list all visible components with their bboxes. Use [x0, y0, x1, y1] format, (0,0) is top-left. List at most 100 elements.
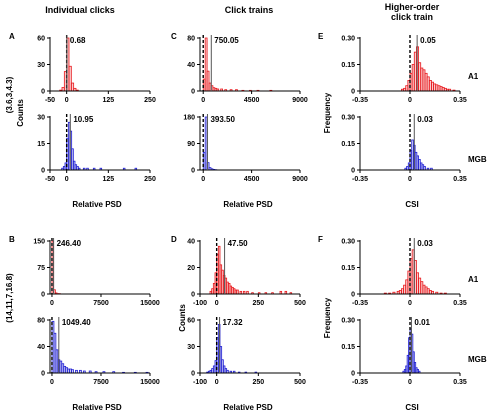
median-annotation: 0.01 — [414, 318, 430, 327]
y-tick-label: 30 — [187, 344, 195, 351]
x-tick-label: 250 — [252, 379, 264, 386]
y-tick-label: 60 — [37, 36, 45, 43]
y-tick-label: 75 — [37, 265, 45, 272]
y-tick-label: 0 — [41, 89, 45, 96]
bar — [204, 116, 208, 171]
x-tick-label: 9000 — [292, 176, 308, 183]
y-tick-label: 0 — [191, 168, 195, 175]
x-tick-label: 500 — [294, 379, 306, 386]
panel-e-top: 00.150.30-0.35 0 0.350.05 — [341, 35, 467, 104]
column-title-higher-order-line1: Higher-order — [385, 2, 440, 12]
y-label-d: Counts — [178, 304, 187, 332]
panel-letter-c: C — [171, 32, 177, 41]
column-title-click-trains: Click trains — [225, 5, 274, 15]
y-tick-label: 0.15 — [341, 141, 355, 148]
y-tick-label: 0 — [351, 371, 355, 378]
x-tick-label: -0.35 — [352, 97, 368, 104]
x-tick-label: 0.35 — [453, 379, 467, 386]
bar — [236, 289, 239, 295]
y-tick-label: 0 — [41, 292, 45, 299]
x-tick-label: 125 — [102, 97, 114, 104]
panel-letter-a: A — [9, 32, 15, 41]
x-tick-label: 0 — [65, 97, 69, 104]
area-label-mgb-bottom: MGB — [468, 355, 487, 364]
row-label-top: (3.6,3,4.3) — [5, 76, 14, 113]
panel-letter-b: B — [9, 235, 15, 244]
y-tick-label: 150 — [33, 239, 45, 246]
x-tick-label: 15000 — [140, 379, 160, 386]
x-tick-label: 9000 — [292, 97, 308, 104]
x-tick-label: -100 — [193, 300, 207, 307]
y-tick-label: 40 — [187, 239, 195, 246]
area-label-a1-top: A1 — [468, 72, 479, 81]
x-label-a: Relative PSD — [72, 200, 122, 209]
panel-c-bottom: 0 90 180 0 4500 9000 393.50 — [183, 114, 308, 183]
x-label-f: CSI — [405, 403, 418, 412]
x-label-b: Relative PSD — [72, 403, 122, 412]
x-tick-label: 0 — [201, 97, 205, 104]
median-annotation: 0.05 — [420, 36, 436, 45]
x-tick-label: 0 — [215, 300, 219, 307]
row-label-bottom: (14,11,7,16.8) — [5, 273, 14, 323]
y-tick-label: 15 — [37, 141, 45, 148]
area-label-mgb-top: MGB — [468, 155, 487, 164]
median-annotation: 10.95 — [73, 115, 94, 124]
y-tick-label: 30 — [37, 115, 45, 122]
y-tick-label: 0.30 — [341, 115, 355, 122]
median-annotation: 393.50 — [210, 115, 235, 124]
y-tick-label: 40 — [187, 62, 195, 69]
x-tick-label: 500 — [294, 300, 306, 307]
x-tick-label: 7500 — [93, 300, 109, 307]
x-tick-label: 0 — [408, 300, 412, 307]
y-tick-label: 0 — [41, 168, 45, 175]
y-tick-label: 40 — [37, 344, 45, 351]
column-title-higher-order-line2: click train — [391, 12, 433, 22]
x-tick-label: 0 — [408, 379, 412, 386]
x-tick-label: 4500 — [244, 176, 260, 183]
median-annotation: 246.40 — [57, 239, 82, 248]
x-tick-label: -0.35 — [352, 379, 368, 386]
x-tick-label: 4500 — [244, 97, 260, 104]
panel-b-bottom: 0 40 80 0 7500 15000 1049.40 — [37, 317, 160, 386]
x-tick-label: -50 — [45, 176, 55, 183]
panel-f-bottom: 00.150.30-0.35 0 0.350.01 — [341, 317, 467, 386]
y-tick-label: 30 — [37, 62, 45, 69]
y-label-f: Frequency — [323, 297, 332, 338]
x-tick-label: 0 — [50, 379, 54, 386]
y-tick-label: 0.30 — [341, 239, 355, 246]
x-tick-label: -100 — [193, 379, 207, 386]
median-annotation: 750.05 — [214, 36, 239, 45]
panel-e-bottom: 00.150.30-0.35 0 0.350.03 — [341, 114, 467, 183]
column-title-individual-clicks: Individual clicks — [45, 5, 115, 15]
y-tick-label: 0.15 — [341, 265, 355, 272]
y-tick-label: 80 — [37, 318, 45, 325]
y-tick-label: 0 — [351, 168, 355, 175]
area-label-a1-bottom: A1 — [468, 275, 479, 284]
x-tick-label: 0 — [50, 300, 54, 307]
median-annotation: 47.50 — [228, 239, 249, 248]
bar — [423, 166, 426, 171]
median-annotation: 1049.40 — [62, 318, 91, 327]
x-label-e: CSI — [405, 200, 418, 209]
x-tick-label: 15000 — [140, 300, 160, 307]
y-tick-label: 0 — [191, 371, 195, 378]
y-tick-label: 90 — [187, 141, 195, 148]
x-tick-label: 7500 — [93, 379, 109, 386]
x-tick-label: 0 — [65, 176, 69, 183]
y-label-a: Counts — [16, 99, 25, 127]
y-tick-label: 0 — [41, 371, 45, 378]
panel-c-top: 0 40 80 0 4500 9000 750.05 — [187, 35, 308, 104]
x-label-d: Relative PSD — [223, 403, 273, 412]
x-tick-label: 250 — [144, 176, 156, 183]
y-tick-label: 0.30 — [341, 318, 355, 325]
x-tick-label: 0 — [215, 379, 219, 386]
panel-f-top: 00.150.30-0.35 0 0.350.03 — [341, 238, 467, 307]
y-tick-label: 80 — [187, 36, 195, 43]
panel-letter-d: D — [171, 235, 177, 244]
panel-letter-f: F — [318, 235, 323, 244]
